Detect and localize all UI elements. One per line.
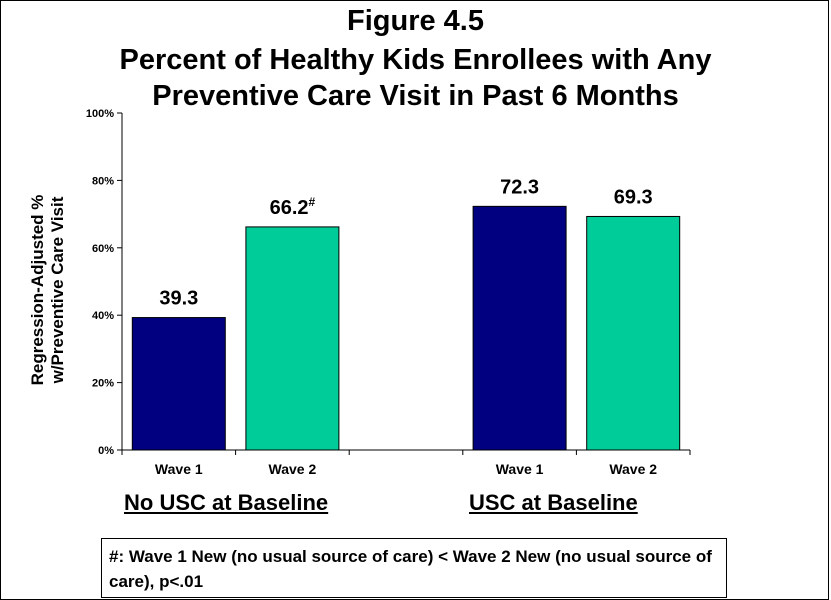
x-tick-label: Wave 2 [609,461,657,477]
y-tick-label: 100% [86,108,114,120]
data-label: 69.3 [614,186,653,208]
bar [472,205,567,451]
y-tick-label: 20% [92,378,114,390]
figure-number: Figure 4.5 [347,5,484,37]
y-tick-label: 80% [92,175,114,187]
chart-title-line-1: Percent of Healthy Kids Enrollees with A… [119,44,712,76]
x-tick-label: Wave 1 [155,461,203,477]
x-tick-label: Wave 2 [269,461,317,477]
bar [131,317,226,451]
y-tick-label: 60% [92,243,114,255]
data-label: 66.2# [270,195,316,219]
chart-title-line-2: Preventive Care Visit in Past 6 Months [152,80,679,112]
bar [586,215,681,451]
footnote-box: #: Wave 1 New (no usual source of care) … [101,538,727,598]
data-label: 39.3 [159,288,198,310]
bar [245,226,340,451]
data-label: 72.3 [500,176,539,198]
group-label-usc: USC at Baseline [469,490,638,515]
group-label-no-usc: No USC at Baseline [124,490,329,515]
y-tick-label: 40% [92,310,114,322]
x-tick-label: Wave 1 [496,461,544,477]
y-tick-label: 0% [98,445,114,457]
